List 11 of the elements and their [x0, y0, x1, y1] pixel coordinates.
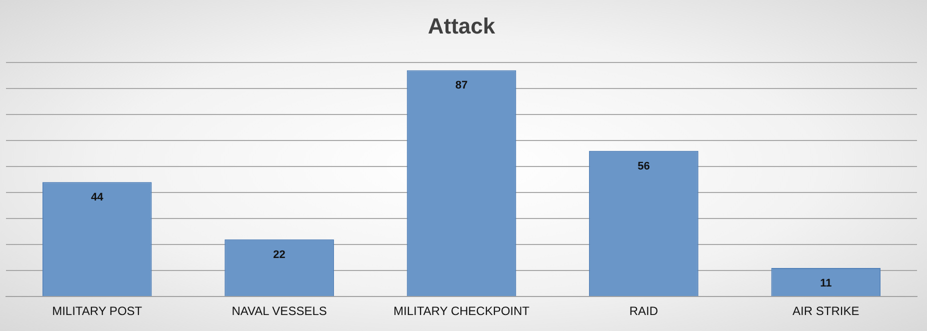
x-tick-label: MILITARY POST — [52, 304, 143, 318]
data-label: 11 — [820, 278, 832, 290]
x-tick-label: MILITARY CHECKPOINT — [393, 304, 530, 318]
x-tick-label: NAVAL VESSELS — [232, 304, 327, 318]
chart-title: Attack — [428, 13, 496, 38]
data-label: 87 — [455, 80, 468, 92]
x-tick-label: AIR STRIKE — [792, 304, 860, 318]
data-label: 56 — [638, 160, 650, 172]
x-tick-label: RAID — [629, 304, 658, 318]
data-label: 44 — [90, 192, 104, 204]
data-label: 22 — [273, 248, 286, 261]
